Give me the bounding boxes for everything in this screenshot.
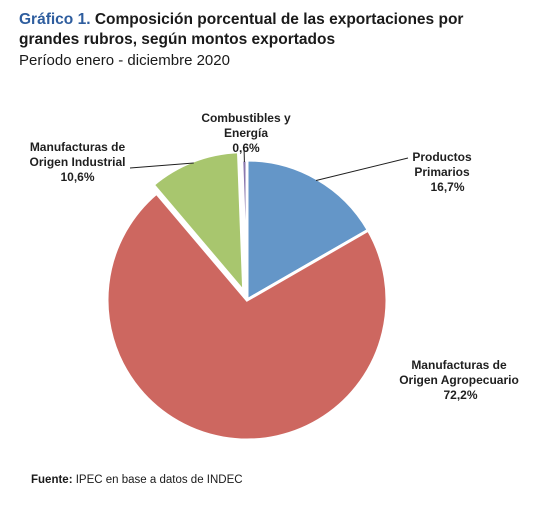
slice-productos-primarios [245,158,371,303]
leader-line-manufacturas-industrial [129,162,194,169]
chart-title-prefix: Gráfico 1. [19,11,91,28]
slice-label-value: 10,6% [60,170,95,184]
label-manufacturas-industrial: Manufacturas de Origen Industrial 10,6% [10,140,145,185]
slice-manufacturas-industrial [151,150,246,296]
label-combustibles-energia: Combustibles y Energía 0,6% [185,111,307,156]
chart-title: Gráfico 1. Composición porcentual de las… [19,10,519,50]
slice-label-name: Manufacturas de Origen Industrial [29,140,126,169]
slice-label-value: 72,2% [443,388,478,402]
chart-title-text: Composición porcentual de las exportacio… [19,11,464,48]
slice-label-value: 16,7% [430,180,465,194]
leader-line-productos-primarios [315,157,409,182]
slice-label-value: 0,6% [232,141,260,155]
slice-label-name: Productos Primarios [412,150,472,179]
chart-subtitle: Período enero - diciembre 2020 [19,52,230,69]
label-productos-primarios: Productos Primarios 16,7% [395,150,500,195]
label-manufacturas-agropecuario: Manufacturas de Origen Agropecuario 72,2… [393,358,528,403]
source-label: Fuente: [31,474,73,486]
source-note: Fuente: IPEC en base a datos de INDEC [31,474,243,486]
slice-label-name: Combustibles y Energía [201,111,291,140]
slice-label-name: Manufacturas de Origen Agropecuario [399,358,519,387]
source-text: IPEC en base a datos de INDEC [75,474,243,486]
slice-manufacturas-agropecuario [105,191,389,442]
